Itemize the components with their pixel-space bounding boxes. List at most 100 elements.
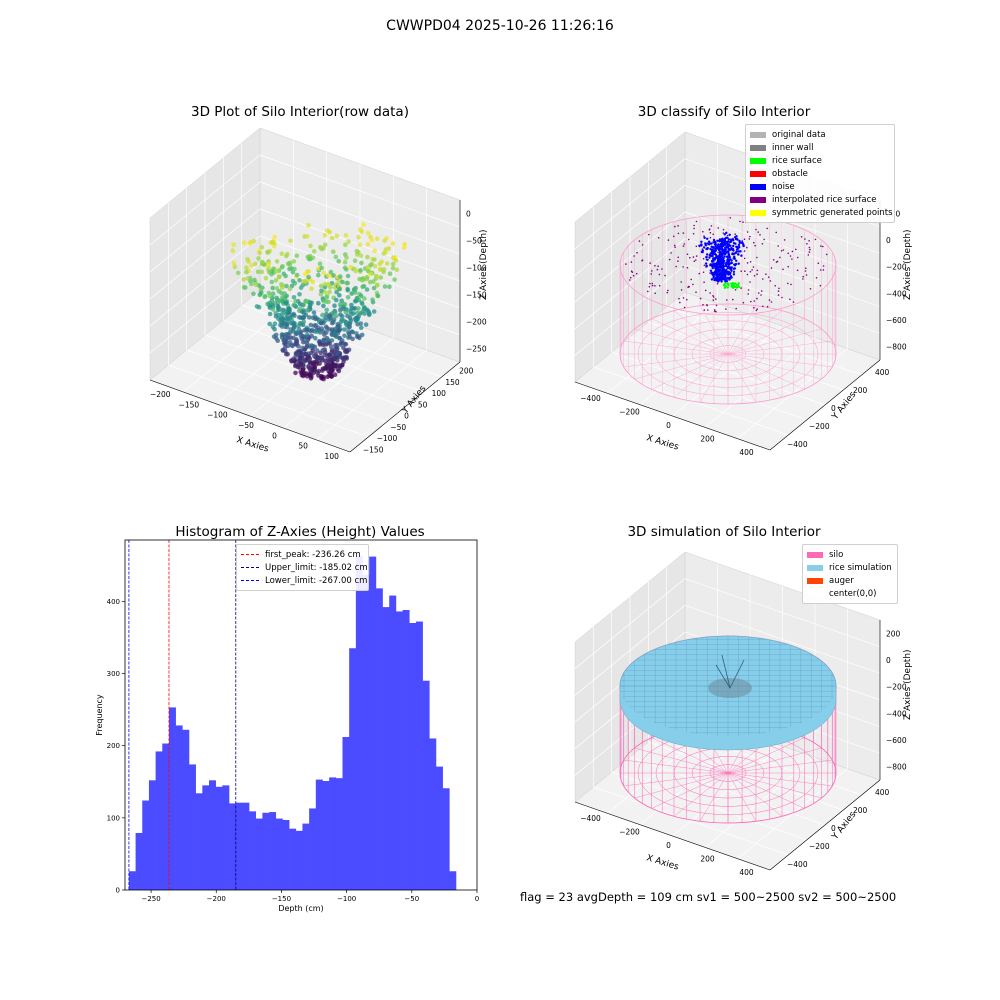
tick-label: −100 <box>466 264 487 273</box>
legend-swatch <box>750 183 766 190</box>
histogram-bar <box>215 786 223 890</box>
tick-label: 400 <box>875 788 890 797</box>
histogram-bar <box>449 871 457 890</box>
simulation-legend: silo rice simulation auger center(0,0) <box>802 544 898 604</box>
histogram-bar <box>235 802 243 890</box>
histogram-bar <box>442 788 450 890</box>
tick-label: 100 <box>325 452 340 461</box>
histogram-bar <box>168 707 176 890</box>
histogram-bar <box>309 808 317 890</box>
histogram-bar <box>389 595 397 890</box>
histogram-bar <box>155 751 163 890</box>
tick-label: −200 <box>150 390 171 399</box>
histogram-bar <box>128 871 136 890</box>
tick-label: −200 <box>809 422 830 431</box>
classify-z-axis-label: Z Axies (Depth) <box>903 229 913 300</box>
histogram-bar <box>269 812 277 890</box>
histogram-bar <box>355 555 363 890</box>
histogram-bar <box>409 622 417 890</box>
tick-label: −50 <box>466 237 482 246</box>
legend-swatch <box>750 131 766 138</box>
tick-label: −150 <box>363 445 384 454</box>
tick-label: −400 <box>787 860 808 869</box>
y-tick-label: 100 <box>107 814 120 822</box>
tick-label: 400 <box>739 868 754 877</box>
classify-plot-title: 3D classify of Silo Interior <box>637 104 811 120</box>
histogram-y-axis-label: Frequency <box>95 694 104 736</box>
tick-label: −200 <box>466 318 487 327</box>
histogram-bar <box>275 818 283 890</box>
histogram-bar <box>188 764 196 890</box>
legend-entry: interpolated rice surface <box>750 193 890 206</box>
raw-axis-ticks: −200 −150 −100 −50 0 50 100 −150 −100 −50 0 50 100 15… <box>150 210 487 461</box>
simulation-plot-title: 3D simulation of Silo Interior <box>627 524 821 540</box>
legend-entry: inner wall <box>750 141 890 154</box>
simulation-rice-surface <box>619 635 837 751</box>
legend-label: silo <box>829 549 844 560</box>
legend-label: interpolated rice surface <box>772 194 877 205</box>
tick-label: 200 <box>886 629 901 638</box>
tick-label: 0 <box>666 841 671 850</box>
x-tick-label: −150 <box>272 895 291 903</box>
legend-swatch <box>750 157 766 164</box>
tick-label: −600 <box>886 316 907 325</box>
legend-label: Lower_limit: -267.00 cm <box>265 575 368 586</box>
legend-label: symmetric generated points <box>772 207 893 218</box>
histogram-bar <box>302 823 310 890</box>
histogram-bar <box>382 607 390 890</box>
tick-label: −200 <box>619 827 640 836</box>
tick-label: 0 <box>666 421 671 430</box>
histogram-bar <box>209 780 216 890</box>
histogram-bar <box>422 680 430 890</box>
legend-swatch <box>750 209 766 216</box>
y-tick-label: 400 <box>107 598 120 606</box>
legend-label: inner wall <box>772 142 814 153</box>
tick-label: −800 <box>886 343 907 352</box>
raw-point-cloud <box>230 222 407 382</box>
tick-label: 400 <box>875 368 890 377</box>
legend-entry: silo <box>807 548 893 561</box>
classify-noise-points <box>698 231 745 289</box>
y-tick-label: 0 <box>116 887 120 895</box>
tick-label: −250 <box>466 345 487 354</box>
legend-entry: rice surface <box>750 154 890 167</box>
legend-label: rice surface <box>772 155 822 166</box>
tick-label: 200 <box>700 855 715 864</box>
legend-swatch <box>750 170 766 177</box>
x-tick-label: −250 <box>141 895 160 903</box>
histogram-bar <box>435 766 443 890</box>
legend-entry: auger <box>807 574 893 587</box>
histogram-bar <box>322 781 330 890</box>
tick-label: 0 <box>886 236 891 245</box>
tick-label: 0 <box>272 431 277 440</box>
tick-label: −400 <box>886 289 907 298</box>
tick-label: −400 <box>580 814 601 823</box>
x-tick-label: −100 <box>337 895 356 903</box>
histogram-bar <box>342 737 350 890</box>
histogram-bar <box>395 611 403 890</box>
tick-label: 0 <box>886 656 891 665</box>
legend-label: original data <box>772 129 826 140</box>
tick-label: −600 <box>886 736 907 745</box>
histogram-x-axis-label: Depth (cm) <box>278 904 323 913</box>
legend-entry: symmetric generated points <box>750 206 893 219</box>
tick-label: −400 <box>580 394 601 403</box>
histogram-bar <box>135 832 143 890</box>
histogram-bar <box>369 556 377 890</box>
legend-swatch <box>807 590 823 597</box>
tick-label: −50 <box>238 421 254 430</box>
raw-z-axis-label: Z Axies (Depth) <box>479 229 489 300</box>
y-tick-label: 200 <box>107 742 120 750</box>
simulation-z-axis-label: Z Axies (Depth) <box>903 649 913 720</box>
histogram-bar <box>249 811 257 890</box>
legend-label: Upper_limit: -185.02 cm <box>265 562 368 573</box>
histogram-frame <box>124 539 478 891</box>
histogram-bar <box>262 812 270 890</box>
tick-label: 0 <box>404 412 409 421</box>
tick-label: 0 <box>466 210 471 219</box>
tick-label: 150 <box>445 378 460 387</box>
legend-entry: Lower_limit: -267.00 cm <box>241 574 368 587</box>
legend-label: rice simulation <box>829 562 892 573</box>
